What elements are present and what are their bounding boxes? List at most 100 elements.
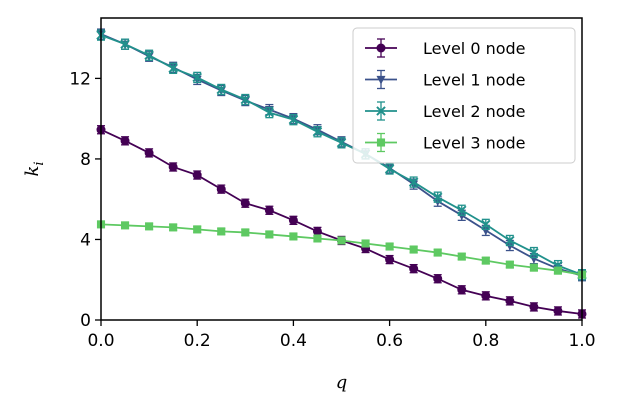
data-point	[217, 227, 226, 236]
data-point	[361, 239, 370, 248]
legend-label: Level 1 node	[423, 71, 526, 90]
x-marker-stroke	[240, 94, 251, 105]
data-point	[505, 296, 515, 306]
data-point	[288, 114, 299, 125]
x-tick-label: 0.0	[87, 331, 114, 351]
data-point	[433, 274, 443, 284]
data-point	[193, 225, 202, 234]
x-marker-stroke	[456, 205, 467, 216]
x-marker-stroke	[264, 107, 275, 118]
data-point	[144, 148, 154, 158]
x-tick-label: 0.8	[472, 331, 499, 351]
legend-marker	[376, 138, 386, 147]
data-point	[433, 248, 442, 257]
legend-label: Level 3 node	[423, 134, 526, 153]
data-point	[313, 234, 322, 243]
data-point	[432, 192, 443, 202]
data-point	[385, 242, 394, 251]
x-tick-label: 0.4	[280, 331, 307, 351]
x-marker-stroke	[384, 164, 395, 174]
data-point	[505, 260, 514, 269]
x-marker-stroke	[376, 106, 386, 116]
data-point	[384, 164, 395, 174]
data-point	[408, 177, 419, 187]
data-point	[192, 72, 202, 83]
data-point	[529, 247, 539, 258]
x-marker-stroke	[432, 192, 443, 202]
series-0	[96, 125, 587, 319]
data-point	[529, 302, 539, 312]
y-axis-label: ki	[22, 161, 47, 176]
data-point	[288, 215, 298, 225]
data-point	[120, 39, 130, 49]
data-point	[456, 205, 467, 216]
data-point	[409, 264, 419, 274]
x-tick-label: 0.6	[376, 331, 403, 351]
x-marker-stroke	[529, 247, 539, 258]
x-marker-stroke	[216, 84, 227, 95]
data-point	[168, 162, 178, 172]
y-axis-label-main: k	[22, 166, 43, 177]
data-point	[240, 94, 251, 105]
data-point	[144, 50, 154, 61]
data-point	[336, 138, 347, 148]
y-tick-label: 12	[69, 69, 91, 89]
legend-label: Level 2 node	[423, 102, 526, 121]
x-marker-stroke	[505, 235, 515, 246]
data-point	[241, 228, 250, 237]
data-point	[529, 263, 538, 272]
data-point	[289, 232, 298, 241]
x-marker-stroke	[336, 138, 347, 148]
data-point	[168, 63, 178, 74]
data-point	[457, 285, 467, 295]
x-marker-stroke	[192, 72, 202, 83]
data-point	[409, 245, 418, 254]
data-point	[481, 291, 491, 301]
data-point	[169, 223, 178, 232]
data-point	[145, 222, 154, 231]
series-2	[96, 29, 587, 281]
legend-entry: Level 2 node	[365, 101, 526, 121]
data-point	[265, 230, 274, 239]
data-point	[120, 136, 130, 146]
axes-frame	[100, 17, 583, 321]
x-tick-label: 0.2	[184, 331, 211, 351]
x-marker-stroke	[481, 219, 491, 230]
x-marker-stroke	[120, 39, 130, 49]
legend-marker	[376, 43, 386, 53]
data-point	[337, 236, 346, 245]
data-point	[312, 226, 322, 236]
data-point	[192, 170, 202, 180]
legend-marker	[376, 75, 386, 85]
data-point	[312, 126, 323, 137]
data-point	[264, 205, 274, 215]
y-tick-label: 8	[80, 150, 91, 170]
legend-marker	[376, 106, 386, 116]
x-tick-label: 1.0	[568, 331, 595, 351]
data-point	[240, 198, 250, 208]
data-point	[481, 256, 490, 265]
data-point	[457, 252, 466, 261]
x-marker-stroke	[144, 50, 154, 61]
data-point	[121, 221, 130, 230]
x-marker-stroke	[288, 114, 299, 125]
y-tick-label: 0	[80, 311, 91, 331]
data-point	[216, 84, 227, 95]
data-point	[553, 266, 562, 275]
y-axis-label-subscript: i	[32, 161, 47, 165]
x-marker-stroke	[168, 63, 178, 74]
x-axis-label: q	[336, 372, 348, 393]
ticks-layer: 0.0 0.2 0.4 0.6 0.8 1.0 0 4 8 12	[69, 69, 595, 351]
data-point	[385, 255, 395, 265]
series-layer	[96, 28, 587, 319]
legend-entry: Level 3 node	[365, 132, 526, 153]
series-3	[96, 220, 587, 279]
data-point	[264, 107, 275, 118]
legend-box	[352, 27, 576, 164]
data-point	[216, 184, 226, 194]
x-marker-stroke	[312, 126, 323, 137]
data-point	[553, 306, 563, 316]
legend-label: Level 0 node	[423, 39, 526, 58]
x-marker-stroke	[408, 177, 419, 187]
